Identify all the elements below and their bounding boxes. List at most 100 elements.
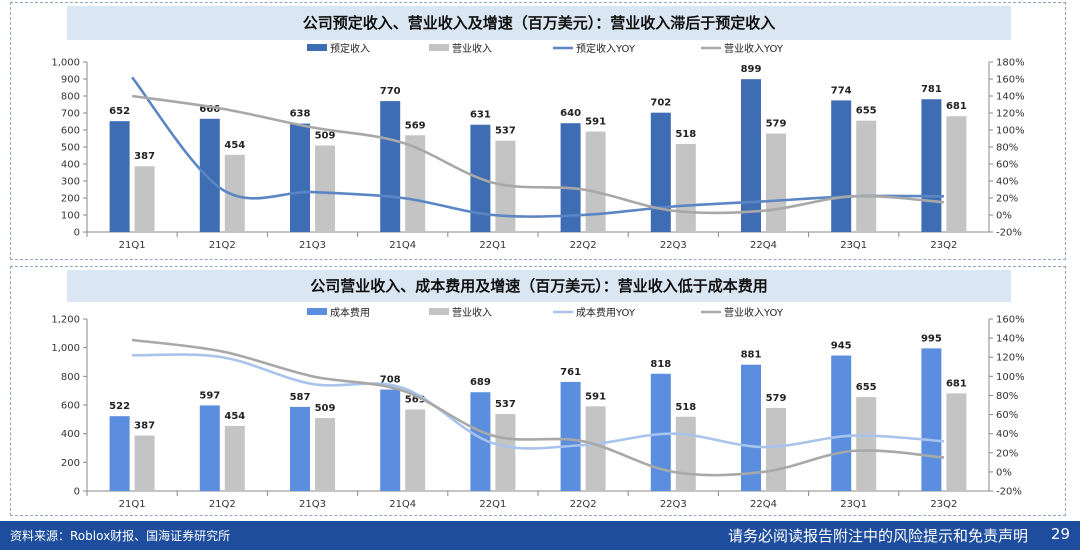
y-tick-label: 400 (61, 160, 80, 171)
y2-tick-label: 140% (996, 92, 1025, 103)
y2-tick-label: 20% (996, 194, 1018, 205)
legend-label: 预定收入 (330, 42, 370, 55)
data-label: 587 (290, 392, 311, 403)
bar (675, 143, 696, 232)
data-label: 708 (380, 375, 401, 386)
bar (560, 123, 581, 232)
legend-label: 营业收入 (452, 42, 492, 55)
y2-tick-label: 160% (996, 315, 1025, 326)
legend-label: 成本费用YOY (576, 306, 636, 319)
y-tick-label: 800 (61, 372, 80, 383)
data-label: 454 (224, 140, 245, 151)
bar (766, 408, 786, 491)
footer-bar: 资料来源：Roblox财报、国海证券研究所 请务必阅读报告附注中的风险提示和免责… (0, 521, 1080, 550)
legend-label: 营业收入 (452, 306, 492, 319)
data-label: 579 (766, 393, 787, 404)
data-label: 655 (856, 106, 877, 117)
x-tick-label: 22Q1 (479, 240, 506, 251)
legend-label: 营业收入YOY (724, 42, 784, 55)
y-tick-label: 1,000 (51, 343, 80, 354)
x-tick-label: 22Q3 (660, 240, 687, 251)
y2-tick-label: -20% (996, 228, 1022, 239)
bar (946, 116, 967, 232)
x-tick-label: 21Q4 (389, 240, 416, 251)
y-tick-label: 800 (61, 92, 80, 103)
chart-panel-top: 公司预定收入、营业收入及增速（百万美元）：营业收入滞后于预定收入 预定收入 营业收… (10, 2, 1066, 260)
y2-tick-label: 120% (996, 353, 1025, 364)
x-tick-label: 22Q4 (750, 499, 777, 510)
y2-tick-label: 0% (996, 467, 1012, 478)
chart-title-top: 公司预定收入、营业收入及增速（百万美元）：营业收入滞后于预定收入 (67, 6, 1011, 40)
bar (199, 118, 220, 232)
x-tick-label: 22Q2 (570, 499, 597, 510)
y-tick-label: 100 (61, 211, 80, 222)
data-label: 597 (199, 390, 220, 401)
y2-tick-label: 80% (996, 143, 1018, 154)
bar (199, 405, 220, 491)
y2-tick-label: 20% (996, 448, 1018, 459)
y2-tick-label: 40% (996, 429, 1018, 440)
bar (856, 397, 877, 491)
bar (134, 166, 155, 232)
y-tick-label: 0 (74, 487, 80, 498)
bar (560, 381, 581, 491)
x-tick-label: 21Q3 (299, 499, 326, 510)
bar (109, 121, 130, 232)
y2-tick-label: 80% (996, 391, 1018, 402)
bar (831, 355, 852, 491)
bar (831, 100, 852, 232)
bar (741, 79, 761, 232)
bar (405, 135, 426, 232)
bar (946, 393, 967, 491)
x-tick-label: 21Q1 (119, 240, 146, 251)
data-label: 881 (741, 350, 762, 361)
disclaimer-text: 请务必阅读报告附注中的风险提示和免责声明 (727, 527, 1028, 545)
x-tick-label: 22Q1 (479, 499, 506, 510)
legend-label: 预定收入YOY (576, 42, 636, 55)
y2-tick-label: 0% (996, 211, 1012, 222)
bar (380, 389, 401, 491)
legend-label: 成本费用 (330, 306, 370, 319)
data-label: 774 (831, 85, 852, 96)
bar (405, 409, 426, 491)
chart-panel-bottom: 公司营业收入、成本费用及增速（百万美元）：营业收入低于成本费用 成本费用 营业收入… (10, 266, 1066, 516)
data-label: 569 (405, 120, 426, 131)
y2-tick-label: 160% (996, 75, 1025, 86)
y-tick-label: 200 (61, 458, 80, 469)
y-tick-label: 1,000 (51, 58, 80, 69)
y2-tick-label: 60% (996, 160, 1018, 171)
data-label: 666 (199, 104, 220, 115)
bar (495, 414, 516, 491)
data-label: 387 (134, 151, 155, 162)
data-label: 631 (470, 110, 491, 121)
x-tick-label: 23Q1 (840, 240, 867, 251)
bar (585, 406, 606, 491)
bar (470, 392, 491, 491)
data-label: 995 (921, 333, 942, 344)
data-label: 655 (856, 382, 877, 393)
y-tick-label: 300 (61, 177, 80, 188)
bar (675, 416, 696, 491)
chart-title-bottom: 公司营业收入、成本费用及增速（百万美元）：营业收入低于成本费用 (67, 270, 1011, 302)
data-label: 899 (741, 64, 762, 75)
bar (290, 123, 310, 232)
chart-top: 预定收入 营业收入 预定收入YOY 营业收入YOY 0 100 200 300 400 500 60… (51, 42, 1025, 251)
bar (315, 418, 335, 491)
data-label: 569 (405, 394, 426, 405)
data-label: 522 (109, 401, 130, 412)
bar (109, 416, 130, 491)
y2-tick-label: 60% (996, 410, 1018, 421)
bar (224, 154, 245, 232)
bar (315, 145, 335, 232)
data-label: 638 (290, 109, 311, 120)
chart-bottom: 成本费用 营业收入 成本费用YOY 营业收入YOY 0 200 400 600 800 1,000… (51, 306, 1025, 510)
y-tick-label: 700 (61, 109, 80, 120)
y2-tick-label: 40% (996, 177, 1018, 188)
data-label: 518 (675, 402, 696, 413)
y2-tick-label: 100% (996, 126, 1025, 137)
y-tick-label: 500 (61, 143, 80, 154)
x-tick-label: 21Q1 (119, 499, 146, 510)
x-tick-label: 21Q2 (209, 499, 236, 510)
data-label: 579 (766, 119, 787, 130)
data-label: 640 (560, 108, 581, 119)
